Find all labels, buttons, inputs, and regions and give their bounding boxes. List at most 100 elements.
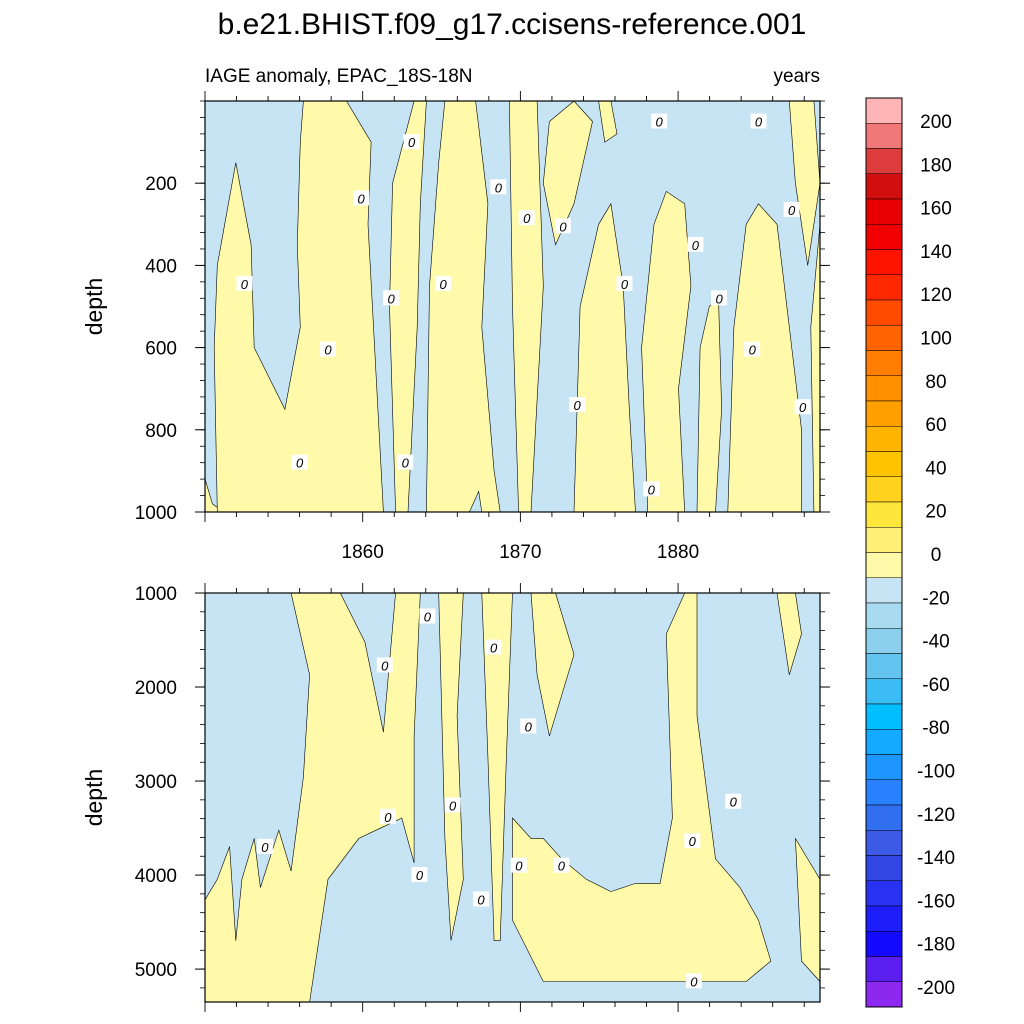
contour-label-box xyxy=(783,201,800,217)
positive-anomaly-region xyxy=(438,593,464,941)
contour-label-box xyxy=(291,454,308,470)
contour-label-box xyxy=(485,639,502,655)
contour-label-box xyxy=(518,210,535,226)
colorbar-bin xyxy=(865,451,903,477)
contour-label: 0 xyxy=(559,219,567,234)
colorbar-bin xyxy=(865,148,903,174)
right-subtitle: years xyxy=(774,66,820,87)
colorbar-bin xyxy=(865,754,903,780)
x-tick-label: 1860 xyxy=(342,542,384,563)
colorbar-bin xyxy=(865,224,903,250)
colorbar-bin xyxy=(865,426,903,452)
contour-label: 0 xyxy=(523,211,531,226)
contour-label: 0 xyxy=(692,238,700,253)
colorbar-label: 180 xyxy=(920,155,952,176)
contour-label: 0 xyxy=(648,482,656,497)
colorbar-bin xyxy=(865,703,903,730)
contour-label-box xyxy=(383,290,400,306)
contour-label-box xyxy=(725,793,742,809)
colorbar-bin xyxy=(865,274,903,301)
y-tick-label: 400 xyxy=(145,256,177,277)
contour-label: 0 xyxy=(477,893,485,908)
colorbar-bin xyxy=(865,653,903,679)
positive-anomaly-region xyxy=(641,190,692,512)
y-tick-label: 4000 xyxy=(135,866,177,887)
contour-label: 0 xyxy=(574,398,582,413)
colorbar-bin xyxy=(865,501,903,528)
upper-panel: 0 0 0 0 0 0 0 0 0 0 0 0 0 0 0 0 0 0 0 0 0 200 400 600 800 1000 186… xyxy=(81,91,830,563)
colorbar-bin xyxy=(865,855,903,881)
colorbar-bin xyxy=(865,880,903,907)
contour-label-box xyxy=(490,179,507,195)
contour-label-box xyxy=(554,218,571,234)
positive-anomaly-region xyxy=(598,101,618,143)
contour-label-box xyxy=(569,397,586,413)
contour-label: 0 xyxy=(357,191,365,206)
colorbar-bin xyxy=(865,602,903,629)
contour-label: 0 xyxy=(402,456,410,471)
colorbar-bin xyxy=(865,628,903,654)
colorbar-bin xyxy=(865,678,903,705)
positive-anomaly-region xyxy=(542,101,593,246)
positive-anomaly-region xyxy=(389,101,427,512)
colorbar-bin xyxy=(865,830,903,856)
contour-label: 0 xyxy=(416,868,424,883)
contour-label: 0 xyxy=(296,456,304,471)
colorbar-label: 0 xyxy=(931,545,942,566)
contour-label-box xyxy=(711,290,728,306)
contour-label-box xyxy=(403,134,420,150)
contour-label: 0 xyxy=(408,135,416,150)
y-axis-label: depth xyxy=(81,278,107,336)
colorbar-label: -80 xyxy=(922,718,949,739)
colorbar-label: 40 xyxy=(925,458,946,479)
colorbar-label: -20 xyxy=(922,588,949,609)
positive-anomaly-region xyxy=(727,203,802,512)
contour-label: 0 xyxy=(381,658,389,673)
contour-label-box xyxy=(419,608,436,624)
positive-anomaly-region xyxy=(481,593,513,941)
contour-label: 0 xyxy=(621,277,629,292)
y-tick-label: 1000 xyxy=(135,503,177,524)
colorbar-label: -100 xyxy=(917,762,955,783)
colorbar-bin xyxy=(865,779,903,806)
colorbar-label: -180 xyxy=(917,935,955,956)
contour-label-box xyxy=(353,190,370,206)
y-axis-label: depth xyxy=(81,769,107,827)
colorbar-bin xyxy=(865,325,903,351)
left-subtitle: IAGE anomaly, EPAC_18S-18N xyxy=(205,66,473,87)
colorbar-bin xyxy=(865,350,903,376)
contour-label: 0 xyxy=(490,641,498,656)
contour-label-box xyxy=(444,797,461,813)
positive-anomaly-region xyxy=(213,101,384,512)
contour-label-box xyxy=(435,275,452,291)
contour-label: 0 xyxy=(689,834,697,849)
colorbar-bin xyxy=(865,173,903,200)
contour-label-box xyxy=(794,399,811,415)
contour-label-box xyxy=(256,838,273,854)
contour-label: 0 xyxy=(449,798,457,813)
positive-anomaly-region xyxy=(426,101,501,512)
colorbar-label: 120 xyxy=(920,285,952,306)
colorbar-bin xyxy=(865,527,903,553)
contour-label-box xyxy=(379,808,396,824)
positive-anomaly-region xyxy=(776,593,802,675)
contour-label: 0 xyxy=(324,343,332,358)
contour-label: 0 xyxy=(749,343,757,358)
positive-anomaly-region xyxy=(530,593,575,737)
contour-label-box xyxy=(236,275,253,291)
contour-label-box xyxy=(510,857,527,873)
contour-label: 0 xyxy=(558,859,566,874)
colorbar-bin xyxy=(865,123,903,149)
contour-label-box xyxy=(651,113,668,129)
colorbar-label: -200 xyxy=(917,978,955,999)
contour-label: 0 xyxy=(715,291,723,306)
contour-label-box xyxy=(553,857,570,873)
colorbar-label: -140 xyxy=(917,848,955,869)
colorbar: 200180160140120100806040200-20-40-60-80-… xyxy=(865,97,955,1008)
contour-label-box xyxy=(685,973,702,989)
colorbar-bin xyxy=(865,729,903,755)
colorbar-bin xyxy=(865,981,903,1008)
contour-label: 0 xyxy=(261,840,269,855)
contour-label: 0 xyxy=(755,115,763,130)
